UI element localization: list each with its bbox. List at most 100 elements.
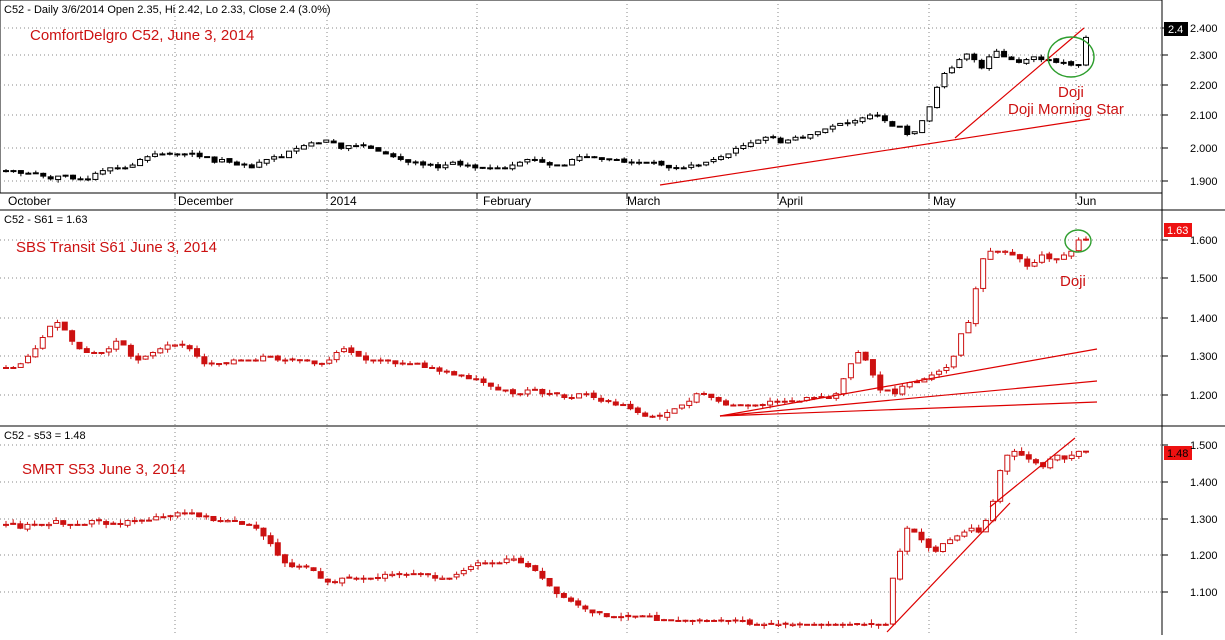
candle-body bbox=[260, 355, 267, 362]
candle-body bbox=[226, 158, 233, 163]
candle-body bbox=[971, 53, 978, 61]
candle-body bbox=[972, 288, 979, 325]
candle-body bbox=[911, 131, 918, 135]
candle-body bbox=[53, 520, 60, 524]
x-tick-may: May bbox=[933, 194, 956, 208]
candle-body bbox=[891, 388, 898, 395]
candle-body bbox=[1018, 451, 1025, 456]
y-tick-p3-0: 1.100 bbox=[1190, 587, 1218, 599]
candle-body bbox=[718, 156, 725, 160]
candle-body bbox=[274, 355, 281, 361]
candle-body bbox=[487, 382, 494, 387]
candle-body bbox=[332, 581, 339, 584]
candle-body bbox=[855, 352, 862, 364]
candle-body bbox=[353, 145, 360, 148]
candle-body bbox=[554, 392, 561, 395]
candle-body bbox=[703, 619, 710, 622]
candle-body bbox=[861, 623, 868, 626]
candle-body bbox=[642, 412, 649, 417]
candle-body bbox=[216, 363, 223, 366]
candle-body bbox=[83, 348, 90, 353]
x-tick-2014: 2014 bbox=[330, 194, 357, 208]
candle-body bbox=[296, 359, 303, 362]
candle-body bbox=[628, 161, 635, 164]
candle-body bbox=[146, 519, 153, 522]
candle-body bbox=[496, 562, 503, 565]
candle-body bbox=[653, 614, 660, 621]
candle-body bbox=[127, 344, 134, 357]
candle-body bbox=[464, 164, 471, 167]
candle-body bbox=[987, 250, 994, 260]
candle-body bbox=[223, 362, 230, 365]
candle-body bbox=[453, 573, 460, 578]
candle-body bbox=[113, 340, 120, 350]
candle-body bbox=[668, 619, 675, 622]
candle-body bbox=[110, 522, 117, 525]
candle-body bbox=[661, 619, 668, 622]
y-tick-p1-2: 2.100 bbox=[1190, 110, 1218, 122]
candle-body bbox=[446, 577, 453, 580]
candle-body bbox=[978, 59, 985, 69]
candle-body bbox=[740, 145, 747, 149]
candle-body bbox=[1031, 262, 1038, 267]
candle-body bbox=[612, 401, 619, 406]
candle-body bbox=[1009, 251, 1016, 256]
candle-body bbox=[174, 153, 181, 156]
candle-body bbox=[465, 375, 472, 380]
candle-body bbox=[181, 512, 188, 515]
candle-body bbox=[596, 611, 603, 614]
candle-body bbox=[211, 156, 218, 163]
candle-body bbox=[17, 170, 24, 174]
candle-body bbox=[3, 170, 9, 173]
y-tick-p3-3: 1.400 bbox=[1190, 477, 1218, 489]
candle-body bbox=[1025, 454, 1032, 460]
candle-body bbox=[435, 164, 441, 169]
candle-body bbox=[196, 512, 203, 518]
candle-body bbox=[1047, 458, 1054, 469]
candle-body bbox=[956, 59, 963, 68]
candle-body bbox=[144, 156, 151, 161]
candle-body bbox=[646, 615, 653, 618]
candle-body bbox=[1068, 250, 1075, 257]
candle-body bbox=[680, 167, 687, 170]
candle-body bbox=[360, 577, 367, 580]
candle-body bbox=[449, 161, 456, 165]
candle-body bbox=[114, 167, 121, 170]
candle-body bbox=[591, 156, 598, 159]
candle-body bbox=[531, 158, 538, 161]
candle-body bbox=[289, 562, 296, 568]
candle-body bbox=[775, 623, 782, 627]
candle-body bbox=[554, 164, 561, 167]
candle-body bbox=[1004, 454, 1011, 472]
candle-body bbox=[164, 344, 171, 350]
candle-body bbox=[963, 53, 970, 60]
last-price-tag-3 bbox=[1164, 446, 1192, 460]
candle-body bbox=[761, 623, 768, 627]
candle-body bbox=[326, 359, 333, 364]
candle-body bbox=[671, 408, 678, 414]
candle-body bbox=[678, 404, 685, 409]
candle-body bbox=[643, 161, 650, 164]
candle-body bbox=[217, 520, 224, 523]
candle-body bbox=[47, 176, 54, 180]
panel-1-title: ComfortDelgro C52, June 3, 2014 bbox=[30, 27, 254, 44]
candle-body bbox=[568, 597, 575, 602]
candle-body bbox=[1016, 254, 1023, 260]
candle-body bbox=[239, 521, 246, 525]
candle-body bbox=[710, 158, 717, 163]
trendline-p3-lower bbox=[886, 502, 1011, 633]
candle-body bbox=[333, 352, 340, 361]
candle-body bbox=[904, 527, 911, 552]
candle-body bbox=[939, 543, 946, 553]
y-tick-p3-1: 1.200 bbox=[1190, 550, 1218, 562]
candle-body bbox=[407, 363, 414, 366]
candle-body bbox=[467, 566, 474, 570]
candle-body bbox=[576, 393, 583, 399]
candle-body bbox=[138, 519, 145, 522]
candle-body bbox=[781, 400, 788, 403]
candle-body bbox=[762, 136, 769, 141]
candle-body bbox=[569, 158, 576, 166]
candle-body bbox=[167, 515, 174, 518]
trendline-p2-b bbox=[719, 380, 1098, 417]
candle-body bbox=[621, 158, 628, 163]
